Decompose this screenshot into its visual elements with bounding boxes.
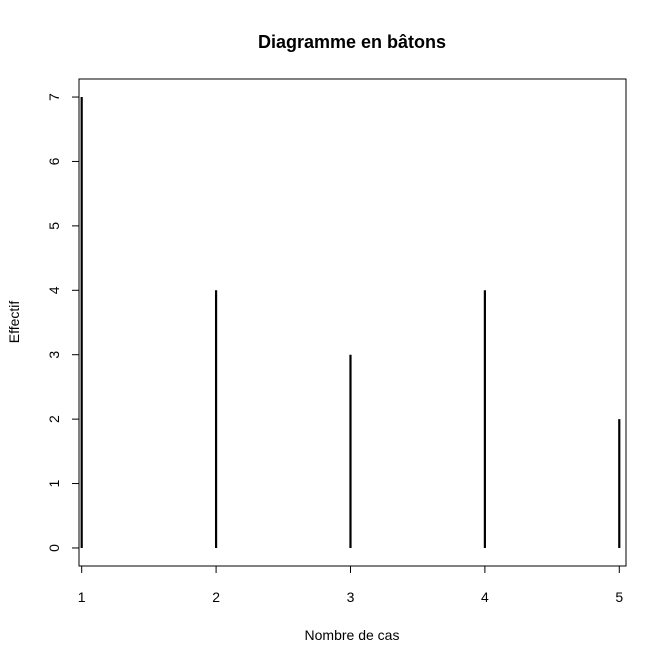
y-axis-label: Effectif <box>6 301 22 344</box>
y-tick-label: 3 <box>46 351 62 359</box>
chart-title: Diagramme en bâtons <box>258 32 446 52</box>
y-tick-label: 4 <box>46 286 62 294</box>
y-tick-label: 5 <box>46 222 62 230</box>
x-axis-label: Nombre de cas <box>305 627 400 643</box>
x-axis: 1 2 3 4 5 <box>78 565 623 605</box>
y-tick-label: 7 <box>46 93 62 101</box>
x-tick-label: 4 <box>481 589 489 605</box>
bars <box>80 97 621 548</box>
x-tick-label: 1 <box>78 589 86 605</box>
y-axis: 0 1 2 3 4 5 6 7 <box>46 93 80 552</box>
y-tick-label: 6 <box>46 157 62 165</box>
x-tick-label: 3 <box>347 589 355 605</box>
y-tick-label: 1 <box>46 479 62 487</box>
x-tick-label: 5 <box>615 589 623 605</box>
y-tick-label: 0 <box>46 544 62 552</box>
y-tick-label: 2 <box>46 415 62 423</box>
x-tick-label: 2 <box>212 589 220 605</box>
plot-frame <box>78 78 627 567</box>
